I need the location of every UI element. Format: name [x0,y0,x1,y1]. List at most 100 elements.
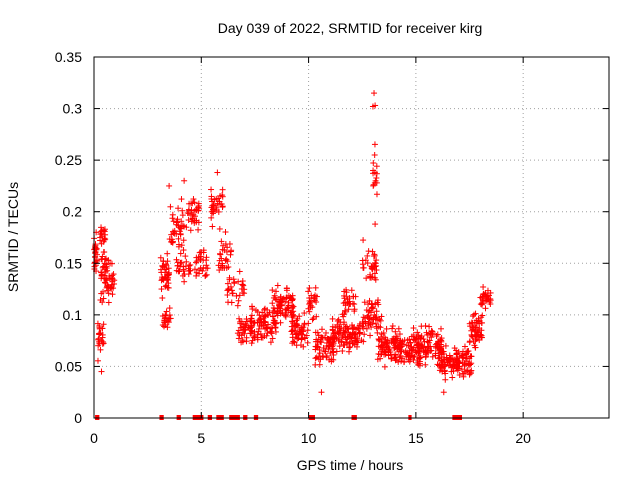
data-point [366,315,373,322]
data-point [108,260,115,267]
data-point [395,325,402,332]
data-point [360,264,367,271]
data-point [202,273,209,280]
data-point [373,308,380,315]
data-point [319,326,326,333]
data-point [376,316,383,323]
data-point [168,236,175,243]
data-point [216,198,223,205]
data-point [236,315,243,322]
data-point [469,320,476,327]
data-point [251,329,258,336]
data-point [282,306,289,313]
data-point [360,237,367,244]
data-point [222,257,229,264]
data-point [236,331,243,338]
data-point [182,253,189,260]
data-point [289,327,296,334]
data-point [403,342,410,349]
data-point [174,259,181,266]
data-point [343,286,350,293]
data-point [388,355,395,362]
data-point [301,320,308,327]
data-point [372,221,379,228]
data-point [199,267,206,274]
data-point [367,332,374,339]
data-point [403,353,410,360]
data-layer [91,90,494,420]
data-point [378,342,385,349]
data-point [373,191,380,198]
data-point [372,263,379,270]
data-point [350,340,357,347]
data-point [98,368,105,375]
data-point [98,272,105,279]
data-point [486,299,493,306]
data-point [356,322,363,329]
data-point [273,288,280,295]
data-point [301,310,308,317]
data-point [166,315,173,322]
data-point [280,295,287,302]
data-point [97,297,104,304]
y-axis-label: SRMTID / TECUs [5,182,21,292]
data-point [181,278,188,285]
data-point [159,276,166,283]
data-point [370,181,377,188]
data-point [472,344,479,351]
data-point [216,225,223,232]
data-point [378,334,385,341]
data-point [375,350,382,357]
data-point [454,355,461,362]
data-point [190,196,197,203]
data-point [396,354,403,361]
data-point [159,263,166,270]
data-point [480,283,487,290]
data-point [102,236,109,243]
data-point [248,315,255,322]
data-point [379,338,386,345]
data-point [392,351,399,358]
data-point [482,297,489,304]
data-point [426,323,433,330]
data-point [467,361,474,368]
data-point [231,279,238,286]
data-point [217,250,224,257]
data-point [478,314,485,321]
data-point [213,195,220,202]
data-point [325,346,332,353]
data-point [320,354,327,361]
data-point [458,352,465,359]
data-point [233,292,240,299]
data-point [258,334,265,341]
data-point [186,200,193,207]
data-point [336,343,343,350]
data-point [391,340,398,347]
data-point [270,304,277,311]
data-point [422,322,429,329]
data-point [306,308,313,315]
data-point [219,260,226,267]
data-point [343,339,350,346]
data-point [459,354,466,361]
data-point [296,329,303,336]
data-point [347,343,354,350]
data-point [436,354,443,361]
data-point [473,331,480,338]
data-point [215,208,222,215]
data-point [291,339,298,346]
tick-layer: 0 0.05 0.1 0.15 0.2 0.25 0.3 0.35 0 5 10 15 20 [55,49,609,446]
data-point [247,322,254,329]
data-point [327,350,334,357]
data-point [316,361,323,368]
data-point [332,334,339,341]
data-point [348,287,355,294]
data-point [167,203,174,210]
data-point [283,287,290,294]
data-point [371,311,378,318]
data-point [382,336,389,343]
data-point [224,280,231,287]
data-point [241,286,248,293]
data-point [219,186,226,193]
data-point [373,267,380,274]
